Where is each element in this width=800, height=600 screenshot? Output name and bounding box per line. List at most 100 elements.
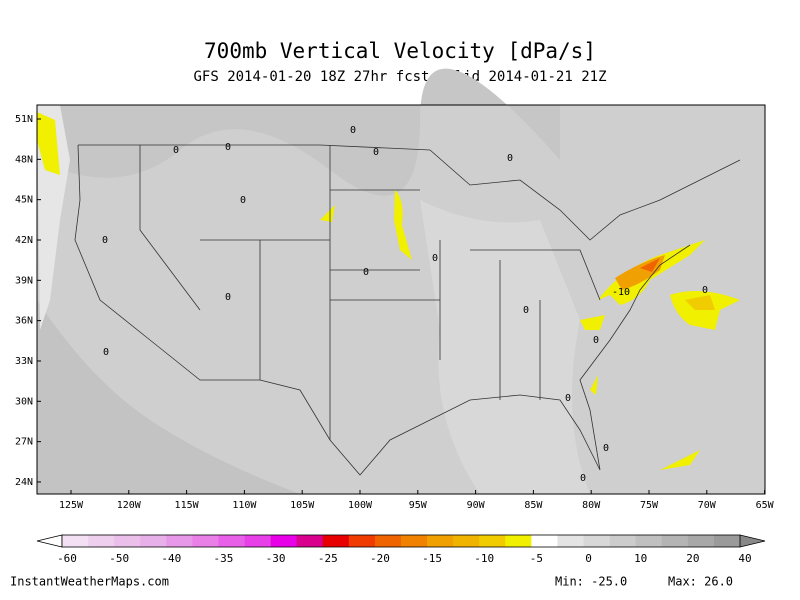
lat-label: 30N <box>15 396 33 407</box>
title: 700mb Vertical Velocity [dPa/s] <box>204 39 596 63</box>
colorbar-arrow <box>739 534 766 548</box>
lat-label: 51N <box>15 114 33 125</box>
contour-label: 0 <box>507 153 513 164</box>
colorbar-swatch <box>322 535 350 547</box>
colorbar-swatch <box>557 535 584 547</box>
colorbar-label: -20 <box>370 552 390 565</box>
orange-area <box>685 295 715 310</box>
colorbar-swatch <box>479 535 506 547</box>
yellow-area <box>590 375 598 395</box>
colorbar-swatch <box>687 535 715 547</box>
colorbar-label: -15 <box>422 552 442 565</box>
colorbar-swatch <box>609 535 636 547</box>
contour-label: 0 <box>173 145 179 156</box>
colorbar-label: 40 <box>738 552 751 565</box>
contour-label: -10 <box>612 287 630 298</box>
lon-label: 115W <box>175 500 200 511</box>
contour-label: 0 <box>350 125 356 136</box>
colorbar-arrow <box>36 534 63 548</box>
colorbar-swatch <box>62 535 89 547</box>
orange-area <box>640 258 660 272</box>
lat-label: 27N <box>15 437 33 448</box>
lon-label: 125W <box>59 500 84 511</box>
subtitle: GFS 2014-01-20 18Z 27hr fcst valid 2014-… <box>193 69 606 85</box>
colorbar-frame <box>61 534 741 548</box>
map-frame <box>36 104 766 495</box>
colorbar-swatch <box>88 535 115 547</box>
colorbar-label: -30 <box>266 552 286 565</box>
colorbar-swatch <box>427 535 454 547</box>
shade <box>37 68 560 196</box>
contour-label: 0 <box>225 292 231 303</box>
colorbar-swatch <box>401 535 428 547</box>
lat-label: 39N <box>15 275 33 286</box>
shade <box>37 300 300 494</box>
lat-label: 36N <box>15 316 33 327</box>
colorbar-swatch <box>531 535 558 547</box>
colorbar-swatch <box>374 535 402 547</box>
colorbar-swatch <box>270 535 297 547</box>
colorbar-swatch <box>348 535 376 547</box>
colorbar-swatch <box>140 535 167 547</box>
colorbar-label: -5 <box>530 552 543 565</box>
contour-label: 0 <box>603 443 609 454</box>
colorbar-swatch <box>244 535 271 547</box>
yellow-area <box>37 112 60 175</box>
yellow-area <box>394 190 412 260</box>
colorbar-swatch <box>114 535 141 547</box>
site-credit: InstantWeatherMaps.com <box>10 575 169 589</box>
lat-label: 45N <box>15 195 33 206</box>
yellow-area <box>580 315 605 330</box>
colorbar-label: 20 <box>686 552 699 565</box>
contour-label: 0 <box>102 235 108 246</box>
contour-label: 0 <box>373 147 379 158</box>
colorbar: -60 -50 -40 -35 -30 -25 -20 -15 -10 -5 0 10 20 40 <box>36 534 766 565</box>
lon-label: 120W <box>117 500 142 511</box>
contour-label: 0 <box>432 253 438 264</box>
lat-label: 48N <box>15 154 33 165</box>
max-value: Max: 26.0 <box>668 575 733 589</box>
lon-label: 100W <box>348 500 373 511</box>
colorbar-swatch <box>583 535 610 547</box>
contour-label: 0 <box>593 335 599 346</box>
lon-label: 110W <box>232 500 257 511</box>
contour-label: 0 <box>103 347 109 358</box>
contour-label: 0 <box>702 285 708 296</box>
lon-label: 65W <box>756 500 775 511</box>
contour-label: 0 <box>225 142 231 153</box>
contour-label: 0 <box>523 305 529 316</box>
colorbar-label: -35 <box>214 552 234 565</box>
lat-label: 24N <box>15 477 33 488</box>
lat-label: 33N <box>15 356 33 367</box>
colorbar-label: 0 <box>585 552 592 565</box>
lon-label: 75W <box>640 500 659 511</box>
contour-label: 0 <box>565 393 571 404</box>
lon-label: 90W <box>467 500 486 511</box>
lon-label: 70W <box>698 500 717 511</box>
colorbar-swatch <box>635 535 663 547</box>
lon-label: 95W <box>409 500 428 511</box>
colorbar-label: -40 <box>161 552 181 565</box>
colorbar-swatch <box>453 535 480 547</box>
contour-label: 0 <box>240 195 246 206</box>
lon-label: 80W <box>582 500 601 511</box>
borders <box>74 144 741 476</box>
colorbar-label: -10 <box>474 552 494 565</box>
colorbar-swatch <box>218 535 245 547</box>
shade <box>420 200 590 494</box>
contour-label: 0 <box>580 473 586 484</box>
yellow-area <box>660 450 700 470</box>
colorbar-swatch <box>713 535 741 547</box>
map-area <box>36 68 766 495</box>
colorbar-swatch <box>296 535 324 547</box>
colorbar-swatch <box>661 535 689 547</box>
colorbar-swatch <box>505 535 532 547</box>
colorbar-label: 10 <box>634 552 647 565</box>
colorbar-label: -50 <box>109 552 129 565</box>
contour-label: 0 <box>363 267 369 278</box>
colorbar-swatch <box>192 535 219 547</box>
lon-label: 105W <box>290 500 315 511</box>
colorbar-swatch <box>166 535 193 547</box>
colorbar-label: -25 <box>318 552 338 565</box>
